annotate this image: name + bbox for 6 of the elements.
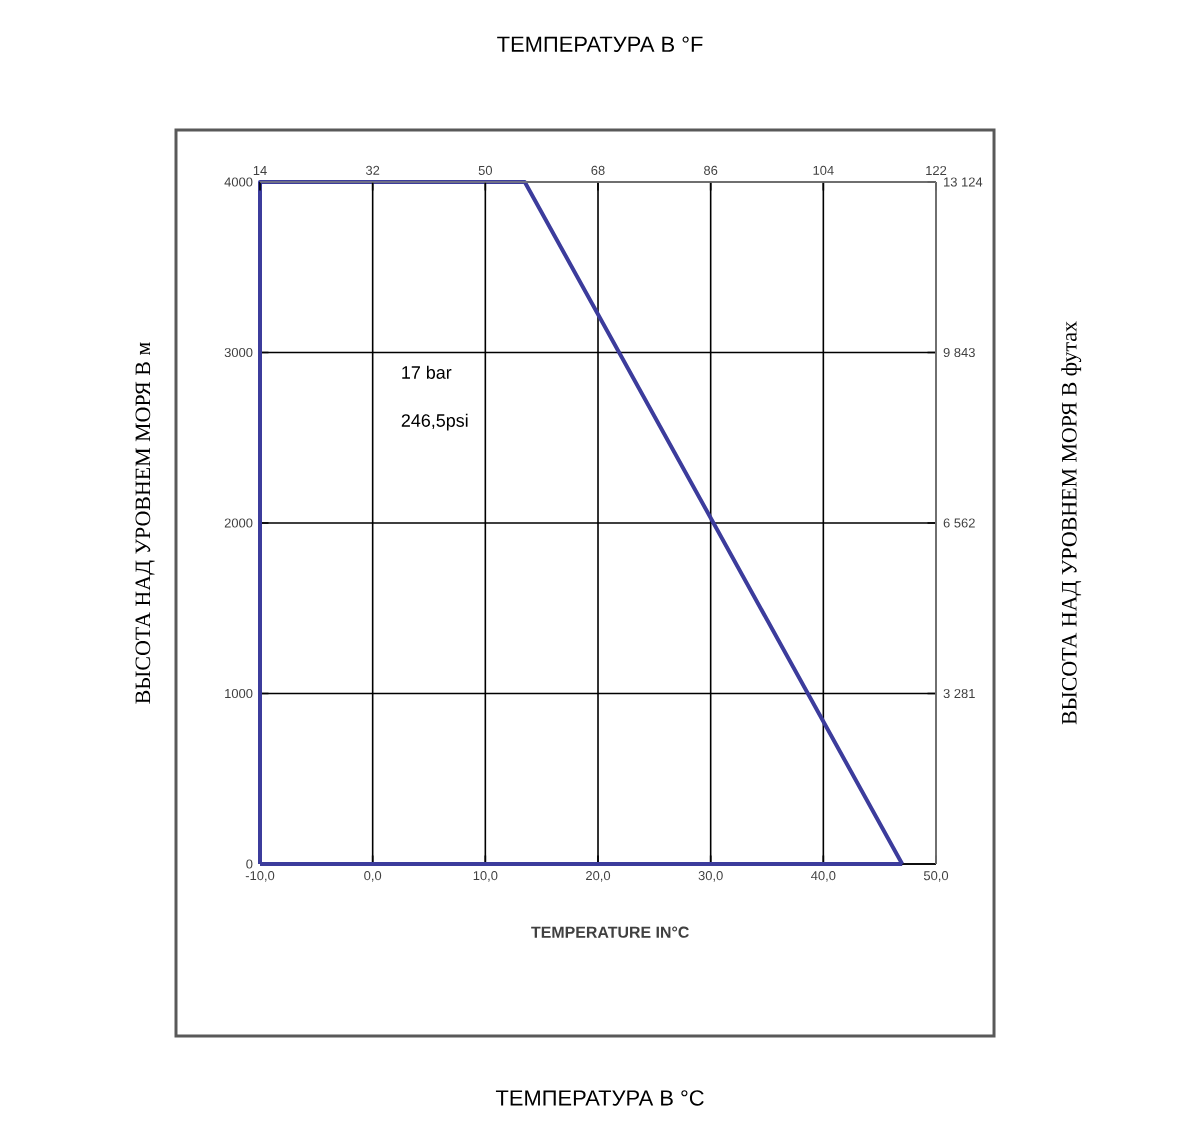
text: ТЕМПЕРАТУРА В °C — [495, 1090, 704, 1106]
y2-axis-title: ВЫСОТА НАД УРОВНЕМ МОРЯ В футах — [1061, 321, 1082, 725]
y-axis-title: ВЫСОТА НАД УРОВНЕМ МОРЯ В м — [135, 342, 155, 704]
x2-axis-title: ТЕМПЕРАТУРА В °F — [497, 36, 703, 52]
annotation: 17 bar — [402, 365, 452, 379]
annotation: 246,5psi — [401, 413, 468, 431]
